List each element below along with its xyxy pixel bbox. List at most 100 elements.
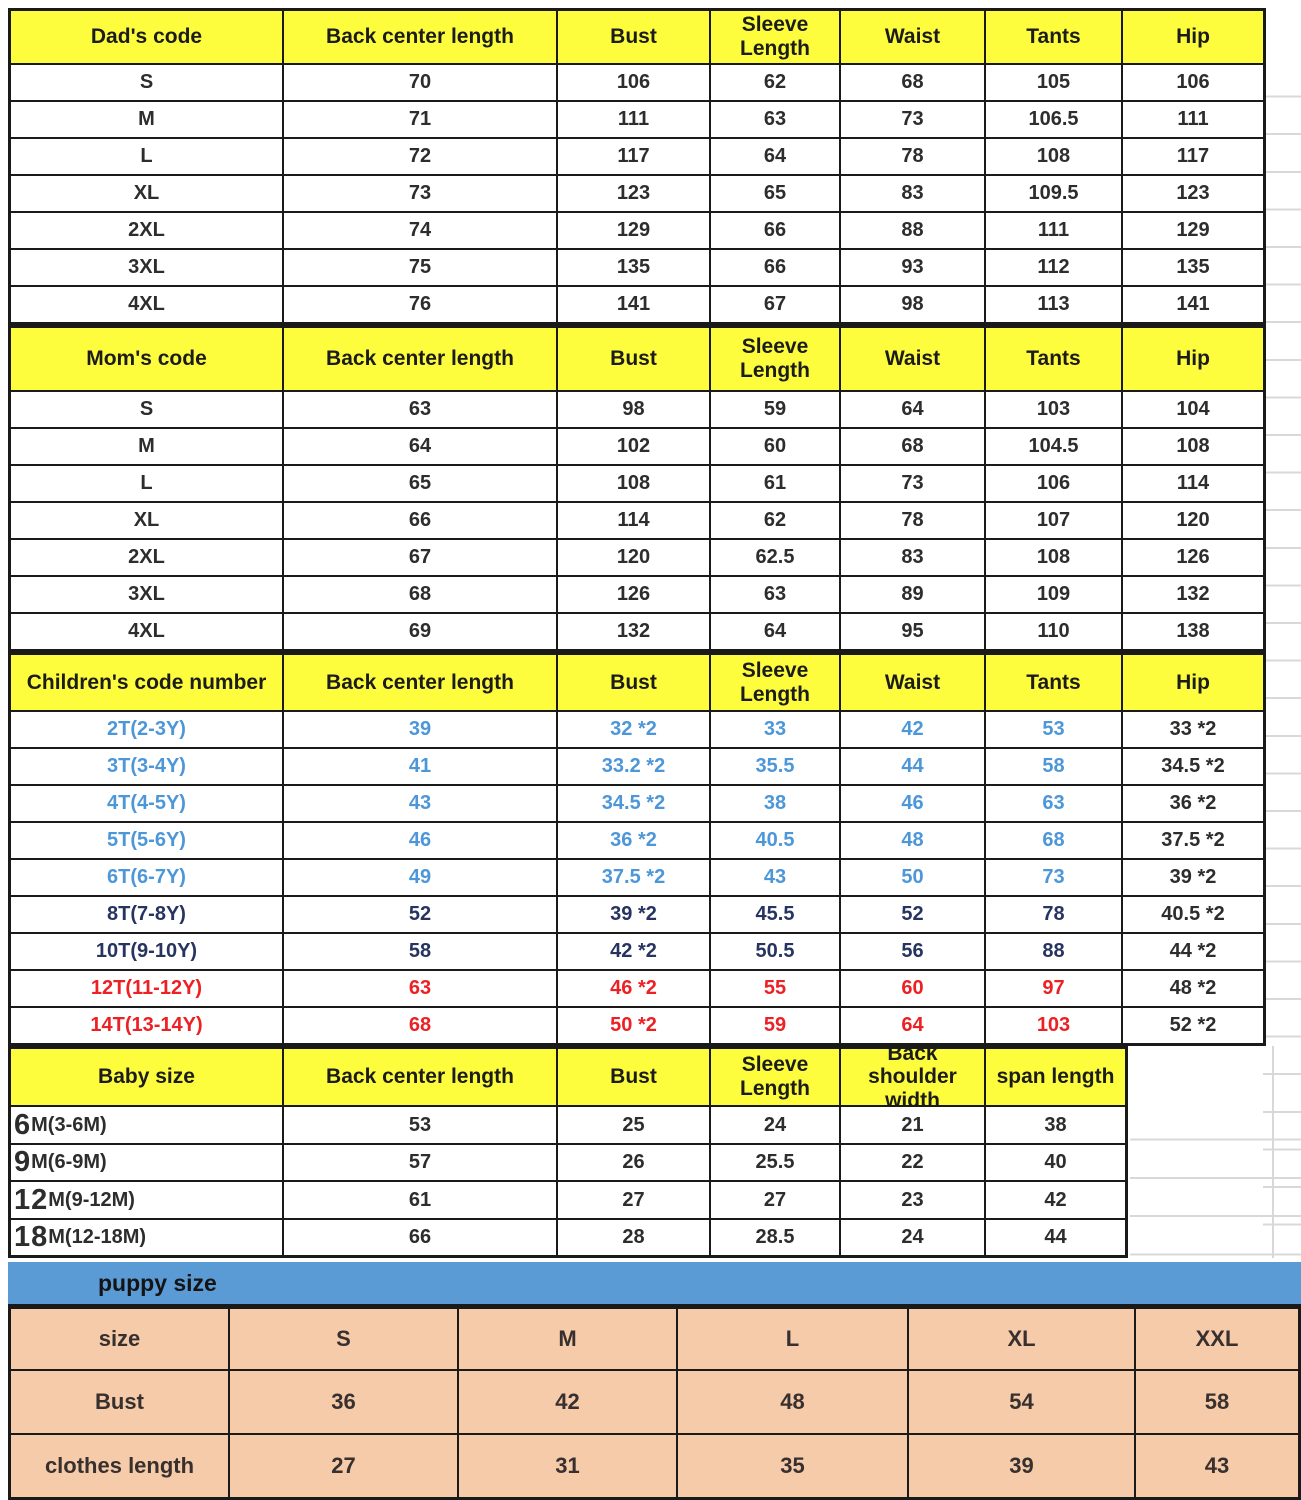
- spreadsheet-gridlines-baby-right: [1130, 1102, 1301, 1260]
- row-label-cell: XL: [11, 176, 282, 211]
- value-cell: 48: [678, 1371, 907, 1433]
- value-cell: 106.5: [986, 102, 1121, 137]
- value-cell: 98: [841, 287, 984, 322]
- value-cell: 109.5: [986, 176, 1121, 211]
- value-cell: 53: [284, 1107, 556, 1143]
- value-cell: 55: [711, 971, 839, 1006]
- value-cell: 58: [1136, 1371, 1298, 1433]
- column-header: Tants: [986, 655, 1121, 710]
- baby-label-big-numeral: 6: [14, 1108, 32, 1141]
- value-cell: 36 *2: [558, 823, 709, 858]
- value-cell: 64: [841, 392, 984, 427]
- row-label-cell: 4T(4-5Y): [11, 786, 282, 821]
- value-cell: 42 *2: [558, 934, 709, 969]
- value-cell: 25.5: [711, 1144, 839, 1180]
- value-cell: 83: [841, 176, 984, 211]
- value-cell: 52: [284, 897, 556, 932]
- value-cell: 63: [711, 577, 839, 612]
- value-cell: 63: [284, 971, 556, 1006]
- value-cell: 120: [558, 540, 709, 575]
- value-cell: 66: [711, 213, 839, 248]
- column-header: Hip: [1123, 328, 1263, 390]
- value-cell: 37.5 *2: [1123, 823, 1263, 858]
- value-cell: 40.5 *2: [1123, 897, 1263, 932]
- puppy-size-band: puppy size: [8, 1262, 1301, 1306]
- column-header: XXL: [1136, 1309, 1298, 1369]
- value-cell: 61: [711, 466, 839, 501]
- column-header: Bust: [558, 655, 709, 710]
- value-cell: 43: [284, 786, 556, 821]
- value-cell: 117: [1123, 139, 1263, 174]
- value-cell: 59: [711, 1008, 839, 1043]
- value-cell: 135: [558, 250, 709, 285]
- value-cell: 37.5 *2: [558, 860, 709, 895]
- value-cell: 67: [711, 287, 839, 322]
- value-cell: 42: [459, 1371, 676, 1433]
- value-cell: 104.5: [986, 429, 1121, 464]
- column-header: Mom's code: [11, 328, 282, 390]
- value-cell: 108: [986, 139, 1121, 174]
- value-cell: 53: [986, 712, 1121, 747]
- value-cell: 36: [230, 1371, 457, 1433]
- value-cell: 27: [711, 1182, 839, 1218]
- value-cell: 40: [986, 1144, 1125, 1180]
- value-cell: 68: [284, 577, 556, 612]
- row-label-cell: 2T(2-3Y): [11, 712, 282, 747]
- value-cell: 65: [711, 176, 839, 211]
- row-label-cell: L: [11, 466, 282, 501]
- value-cell: 103: [986, 1008, 1121, 1043]
- value-cell: 39: [909, 1435, 1134, 1497]
- row-label-cell: 3XL: [11, 577, 282, 612]
- row-label-cell: 10T(9-10Y): [11, 934, 282, 969]
- value-cell: 113: [986, 287, 1121, 322]
- value-cell: 106: [986, 466, 1121, 501]
- value-cell: 26: [558, 1144, 709, 1180]
- value-cell: 109: [986, 577, 1121, 612]
- puppy-size-band-label: puppy size: [98, 1269, 217, 1296]
- value-cell: 123: [1123, 176, 1263, 211]
- value-cell: 27: [558, 1182, 709, 1218]
- row-label-cell: 4XL: [11, 287, 282, 322]
- value-cell: 35: [678, 1435, 907, 1497]
- column-header: M: [459, 1309, 676, 1369]
- value-cell: 132: [558, 614, 709, 649]
- value-cell: 114: [558, 503, 709, 538]
- value-cell: 60: [711, 429, 839, 464]
- value-cell: 108: [558, 466, 709, 501]
- value-cell: 43: [1136, 1435, 1298, 1497]
- value-cell: 44: [841, 749, 984, 784]
- row-label-cell: clothes length: [11, 1435, 228, 1497]
- row-label-cell: 4XL: [11, 614, 282, 649]
- column-header: Waist: [841, 328, 984, 390]
- row-label-cell: 5T(5-6Y): [11, 823, 282, 858]
- value-cell: 65: [284, 466, 556, 501]
- row-label-cell: 12T(11-12Y): [11, 971, 282, 1006]
- value-cell: 59: [711, 392, 839, 427]
- value-cell: 50: [841, 860, 984, 895]
- value-cell: 35.5: [711, 749, 839, 784]
- value-cell: 31: [459, 1435, 676, 1497]
- value-cell: 111: [1123, 102, 1263, 137]
- value-cell: 52: [841, 897, 984, 932]
- value-cell: 49: [284, 860, 556, 895]
- value-cell: 68: [841, 65, 984, 100]
- row-label-cell: L: [11, 139, 282, 174]
- value-cell: 68: [841, 429, 984, 464]
- baby-label-big-numeral: 18: [14, 1221, 49, 1254]
- value-cell: 61: [284, 1182, 556, 1218]
- value-cell: 66: [284, 503, 556, 538]
- value-cell: 58: [986, 749, 1121, 784]
- baby-label-big-numeral: 9: [14, 1146, 32, 1179]
- baby-label-big-numeral: 12: [14, 1183, 49, 1216]
- value-cell: 108: [1123, 429, 1263, 464]
- row-label-cell: 8T(7-8Y): [11, 897, 282, 932]
- column-header: Waist: [841, 655, 984, 710]
- value-cell: 106: [1123, 65, 1263, 100]
- column-header: L: [678, 1309, 907, 1369]
- value-cell: 111: [986, 213, 1121, 248]
- column-header: Hip: [1123, 11, 1263, 63]
- value-cell: 112: [986, 250, 1121, 285]
- value-cell: 69: [284, 614, 556, 649]
- value-cell: 110: [986, 614, 1121, 649]
- baby-label-rest: M(3-6M): [31, 1113, 107, 1136]
